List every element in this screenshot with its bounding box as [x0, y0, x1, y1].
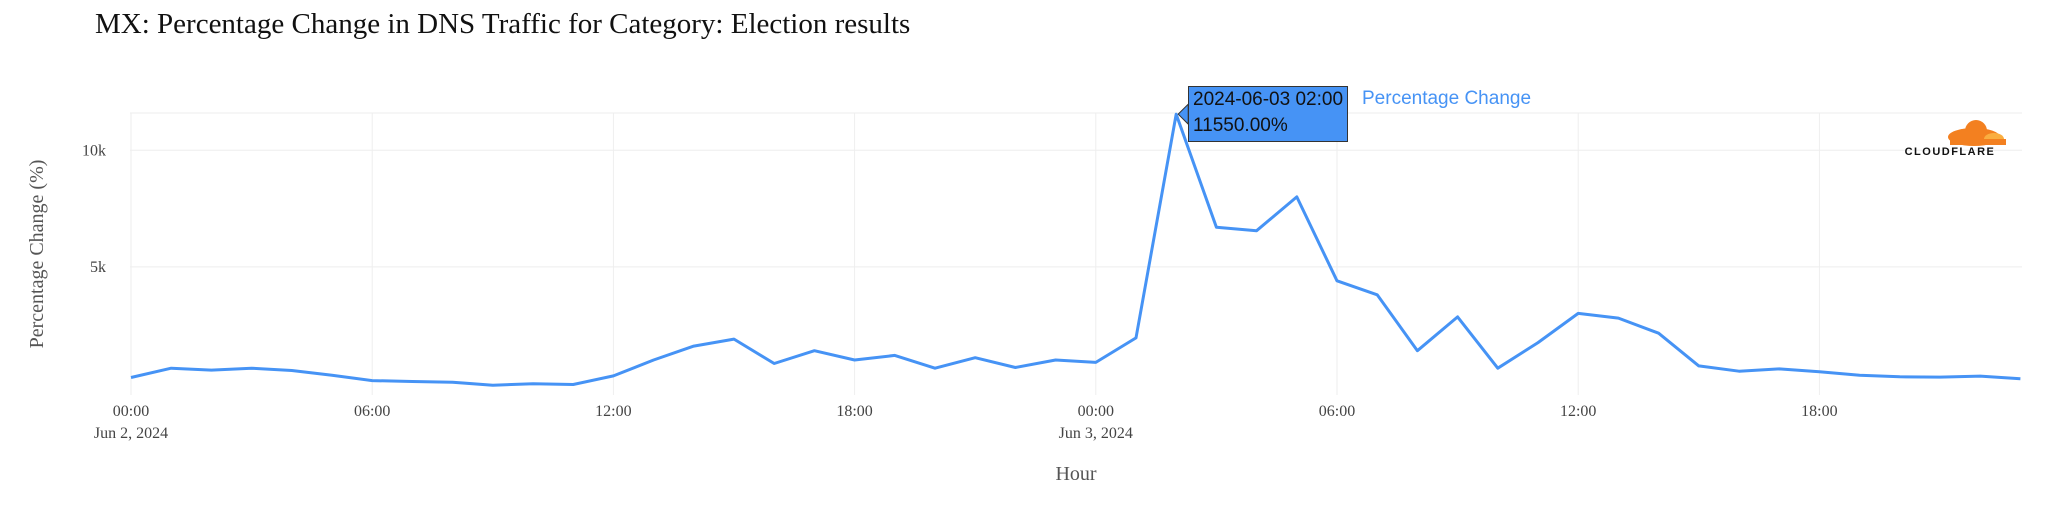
- chart-title: MX: Percentage Change in DNS Traffic for…: [95, 8, 911, 40]
- cloudflare-logo: CLOUDFLARE: [1890, 118, 2010, 162]
- x-tick-date-label: Jun 2, 2024: [94, 425, 168, 442]
- y-axis-title: Percentage Change (%): [26, 160, 48, 349]
- tooltip-time: 2024-06-03 02:00: [1193, 89, 1344, 110]
- cloud-icon: [1948, 120, 2006, 146]
- x-tick-date-label: Jun 3, 2024: [1059, 425, 1133, 442]
- x-tick-label: 12:00: [1560, 403, 1596, 420]
- x-tick-label: 06:00: [354, 403, 390, 420]
- x-tick-label: 18:00: [836, 403, 872, 420]
- y-tick-label: 10k: [82, 142, 106, 159]
- x-axis-title: Hour: [1055, 463, 1096, 485]
- logo-text: CLOUDFLARE: [1904, 146, 1996, 158]
- tooltip-value: 11550.00%: [1193, 115, 1288, 136]
- series-line-percentage-change[interactable]: [130, 112, 2021, 387]
- x-tick-label: 00:00: [113, 403, 149, 420]
- x-axis-ticks: 00:00 Jun 2, 2024 06:00 12:00 18:00 00:00 Jun …: [94, 403, 1838, 442]
- hover-tooltip: 2024-06-03 02:00 11550.00%: [1188, 86, 1349, 142]
- tooltip-series-label: Percentage Change: [1362, 88, 1532, 109]
- horizontal-gridlines: [130, 112, 2022, 268]
- x-tick-label: 00:00: [1078, 403, 1114, 420]
- y-axis-ticks: 5k 10k: [82, 142, 106, 276]
- x-tick-label: 12:00: [595, 403, 631, 420]
- x-tick-label: 06:00: [1319, 403, 1355, 420]
- x-tick-label: 18:00: [1801, 403, 1837, 420]
- vertical-gridlines: [130, 113, 1820, 395]
- y-tick-label: 5k: [90, 259, 106, 276]
